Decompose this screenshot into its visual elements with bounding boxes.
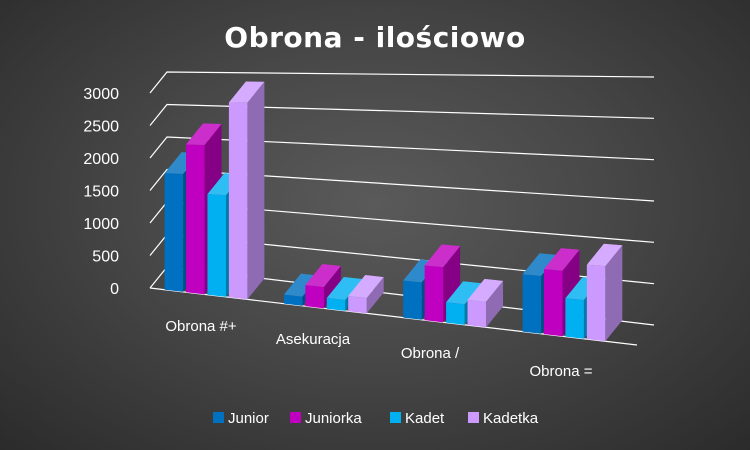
bar-front — [586, 264, 606, 342]
y-axis-ticks: 0 500 1000 1500 2000 2500 3000 — [83, 86, 119, 298]
bar-front — [403, 280, 422, 320]
bars — [164, 81, 623, 342]
legend-swatch — [213, 412, 224, 423]
y-tick-label: 2000 — [83, 151, 119, 168]
bar-top — [424, 244, 461, 268]
bar — [228, 81, 265, 300]
bar-front — [424, 265, 444, 323]
legend-swatch — [290, 412, 301, 423]
bar-front — [348, 296, 367, 314]
y-tick-label: 2500 — [83, 119, 119, 136]
category-label: Obrona / — [401, 345, 460, 362]
bar-side — [486, 280, 504, 328]
bar-front — [446, 302, 465, 325]
y-tick-label: 1000 — [83, 216, 119, 233]
bar — [467, 278, 504, 328]
bar-top — [586, 243, 623, 267]
chart-title: Obrona - ilościowo — [224, 21, 525, 54]
category-labels: Obrona #+ Asekuracja Obrona / Obrona = — [165, 318, 592, 380]
bar-front — [305, 284, 324, 309]
bar-top — [228, 81, 265, 103]
bar-front — [186, 144, 205, 295]
bar-top — [543, 248, 580, 271]
category-label: Obrona #+ — [165, 318, 237, 335]
gridline — [149, 168, 655, 202]
bar-front — [467, 299, 487, 328]
bar-top — [326, 276, 363, 301]
y-tick-label: 1500 — [83, 184, 119, 201]
y-tick-label: 3000 — [83, 86, 119, 103]
y-tick-label: 0 — [110, 281, 119, 298]
bar-front — [207, 194, 226, 297]
bar-front — [565, 298, 584, 339]
bar-top — [467, 278, 504, 302]
legend-label: Junior — [228, 410, 269, 427]
bar — [348, 275, 384, 314]
bar-top — [348, 275, 384, 299]
bar-front — [543, 269, 563, 337]
category-label: Obrona = — [530, 363, 593, 380]
gridline — [149, 103, 655, 126]
bar-front — [522, 274, 542, 334]
bar-side — [247, 81, 265, 300]
legend-label: Kadetka — [483, 410, 539, 427]
legend: Junior Juniorka Kadet Kadetka — [213, 410, 539, 427]
bar-front — [283, 294, 303, 306]
bar-front — [164, 173, 184, 292]
gridline — [149, 136, 655, 161]
bar-side — [366, 277, 384, 314]
bar-side — [605, 245, 623, 342]
y-tick-label: 500 — [92, 249, 119, 266]
bar — [586, 243, 623, 342]
bar-top — [522, 253, 559, 276]
bar-top — [186, 123, 222, 146]
legend-swatch — [468, 412, 479, 423]
legend-label: Juniorka — [305, 410, 362, 427]
bar-top — [305, 263, 341, 287]
legend-swatch — [390, 412, 401, 423]
bar-top — [446, 281, 482, 305]
category-label: Asekuracja — [276, 331, 351, 348]
gridline — [149, 71, 655, 94]
bar-front — [228, 102, 248, 300]
bar-front — [326, 297, 346, 311]
legend-label: Kadet — [405, 410, 445, 427]
